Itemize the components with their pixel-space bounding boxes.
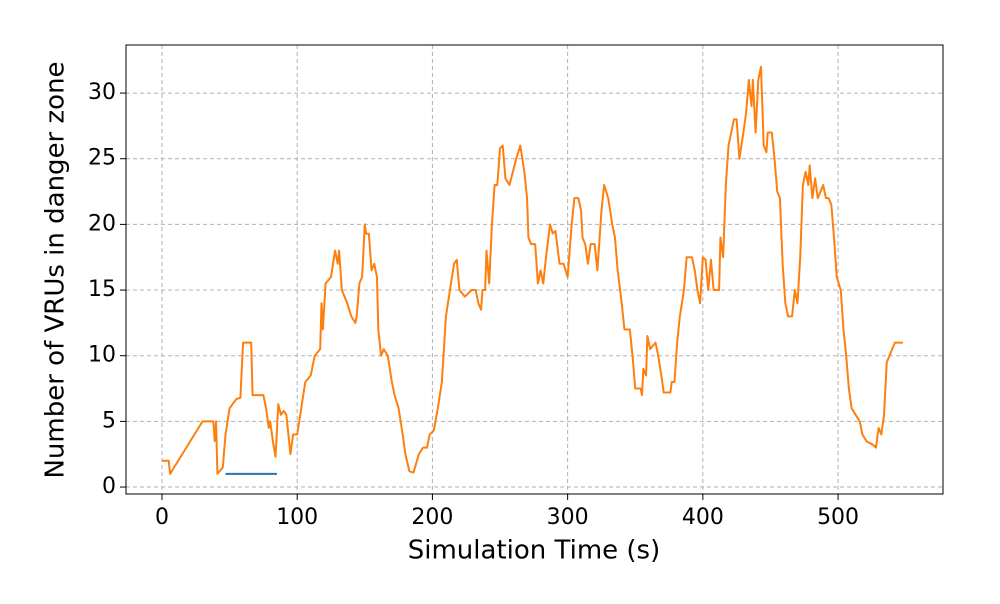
series-line [161, 65, 903, 475]
y-tick-label: 20 [88, 211, 116, 236]
x-tick-label: 400 [682, 505, 724, 530]
x-tick-label: 100 [276, 505, 318, 530]
y-axis-label: Number of VRUs in danger zone [41, 61, 71, 478]
x-tick-label: 300 [547, 505, 589, 530]
y-tick-label: 10 [88, 343, 116, 368]
x-tick-label: 500 [817, 505, 859, 530]
x-tick-label: 200 [411, 505, 453, 530]
y-tick-label: 30 [88, 80, 116, 105]
y-tick-label: 25 [88, 146, 116, 171]
plot-frame [125, 44, 944, 495]
y-tick-label: 5 [102, 408, 116, 433]
y-tick-label: 15 [88, 277, 116, 302]
x-tick-label: 0 [155, 505, 169, 530]
y-tick-label: 0 [102, 474, 116, 499]
x-axis-label: Simulation Time (s) [408, 536, 660, 566]
